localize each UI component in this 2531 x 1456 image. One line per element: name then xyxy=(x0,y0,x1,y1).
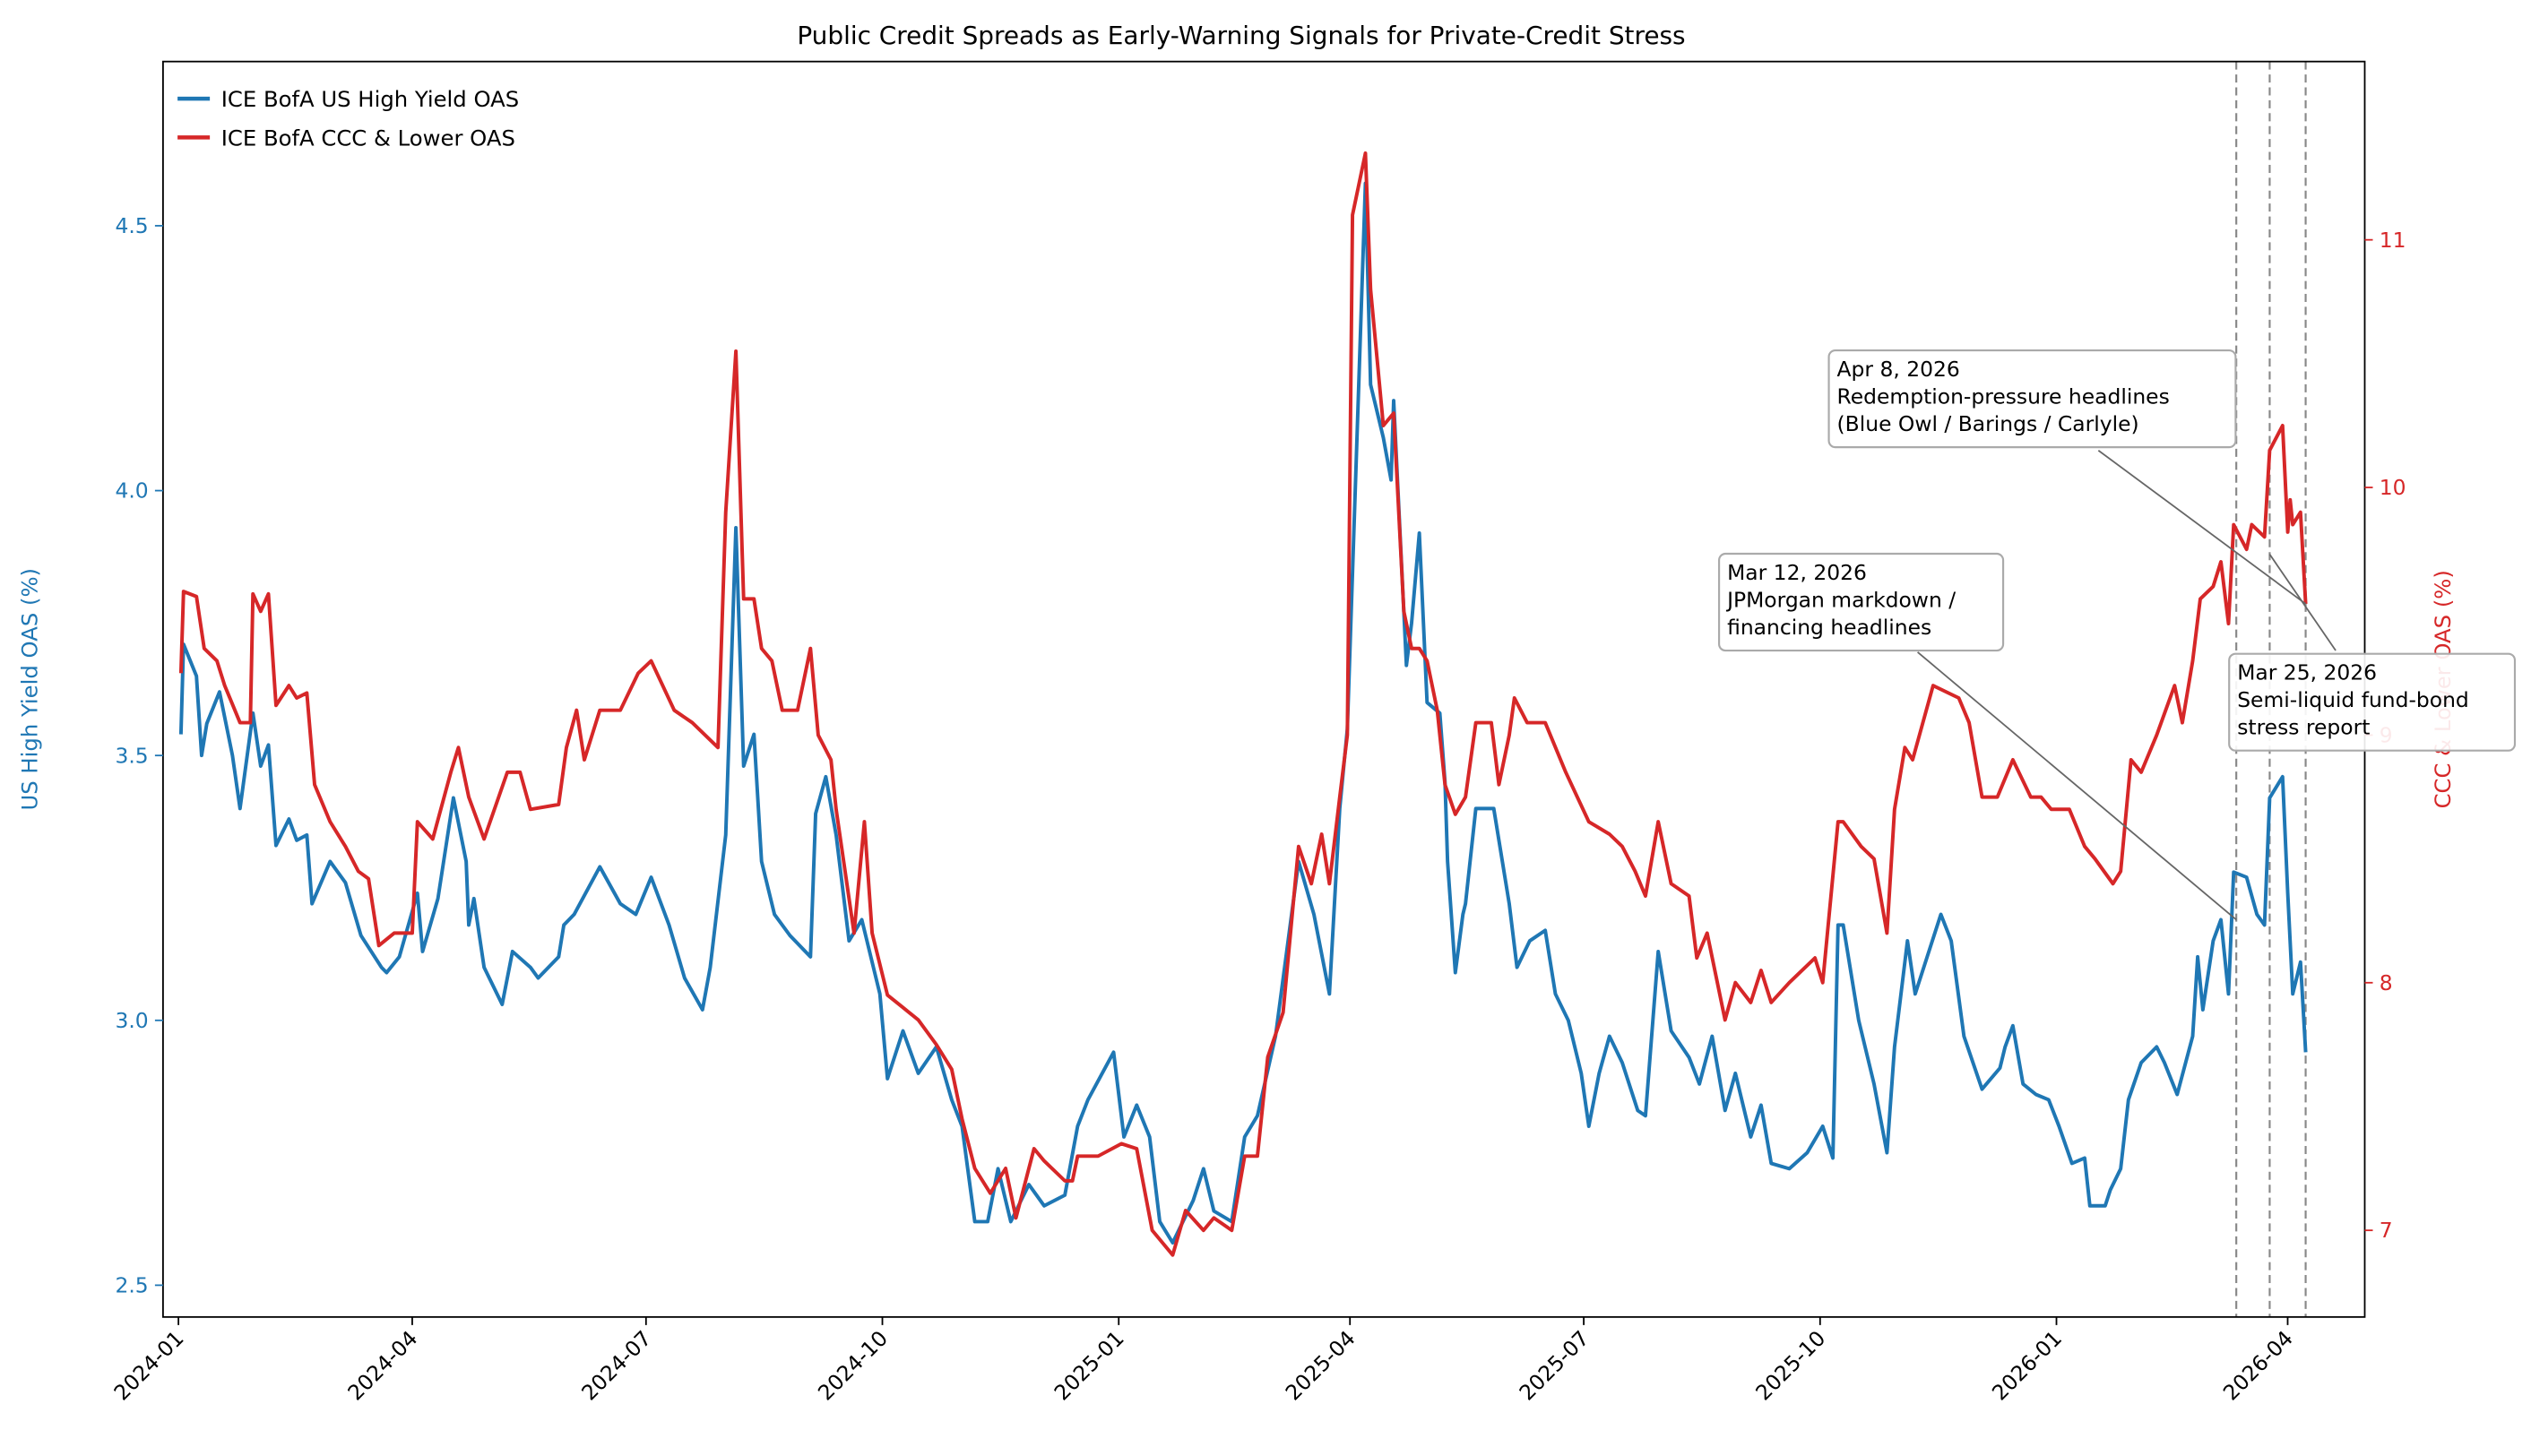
x-tick-label: 2024-10 xyxy=(813,1326,893,1406)
x-tick-label: 2025-04 xyxy=(1281,1326,1361,1406)
y-tick-label-left: 3.0 xyxy=(115,1008,148,1033)
annotation-text: Semi-liquid fund-bond xyxy=(2237,687,2469,712)
annotation-text: Mar 25, 2026 xyxy=(2237,659,2377,685)
annotation-text: Apr 8, 2026 xyxy=(1837,357,1960,382)
annotation-box xyxy=(2228,652,2517,752)
annotation-text: stress report xyxy=(2237,715,2370,740)
legend: ICE BofA US High Yield OAS ICE BofA CCC … xyxy=(177,86,519,151)
legend-label-hy: ICE BofA US High Yield OAS xyxy=(221,86,519,112)
annotation-box xyxy=(1718,552,2005,652)
y-tick-label-left: 2.5 xyxy=(115,1273,148,1298)
annotation-text: JPMorgan markdown / xyxy=(1725,587,1956,612)
series-lines xyxy=(178,151,2308,1257)
x-tick-label: 2024-04 xyxy=(342,1326,422,1406)
annotation-box xyxy=(1827,349,2237,449)
y-tick-label-right: 8 xyxy=(2380,970,2393,995)
annotation-arrow xyxy=(2268,554,2337,651)
x-tick-label: 2025-01 xyxy=(1050,1326,1129,1406)
series-line-ccc xyxy=(178,151,2308,1257)
y-tick-label-right: 10 xyxy=(2380,475,2406,500)
x-tick-label: 2024-07 xyxy=(576,1326,656,1406)
annotation-arrow xyxy=(1917,651,2237,921)
y-axis-left: 2.5 3.0 3.5 4.0 4.5 xyxy=(115,213,163,1298)
y-tick-label-left: 3.5 xyxy=(115,743,148,768)
annotation-arrow xyxy=(2097,450,2307,605)
x-tick-label: 2025-07 xyxy=(1515,1326,1594,1406)
y-axis-left-label: US High Yield OAS (%) xyxy=(16,568,42,811)
annotation-text: (Blue Owl / Barings / Carlyle) xyxy=(1837,411,2139,436)
y-tick-label-right: 7 xyxy=(2380,1218,2393,1243)
x-tick-label: 2025-10 xyxy=(1750,1326,1830,1406)
annotation-text: financing headlines xyxy=(1727,615,1931,640)
x-axis: 2024-01 2024-04 2024-07 2024-10 2025-01 2025-… xyxy=(109,1316,2298,1406)
plot-frame xyxy=(162,60,2366,1318)
y-tick-label-left: 4.0 xyxy=(115,478,148,504)
legend-label-ccc: ICE BofA CCC & Lower OAS xyxy=(221,125,515,151)
series-line-hy xyxy=(178,181,2308,1245)
x-tick-label: 2026-01 xyxy=(1987,1326,2067,1406)
x-tick-label: 2026-04 xyxy=(2218,1326,2298,1406)
y-tick-label-left: 4.5 xyxy=(115,213,148,238)
x-tick-label: 2024-01 xyxy=(109,1326,189,1406)
y-tick-label-right: 11 xyxy=(2380,228,2406,253)
chart-title: Public Credit Spreads as Early-Warning S… xyxy=(797,21,1685,50)
annotation-text: Redemption-pressure headlines xyxy=(1837,383,2170,409)
annotation-text: Mar 12, 2026 xyxy=(1727,560,1867,585)
